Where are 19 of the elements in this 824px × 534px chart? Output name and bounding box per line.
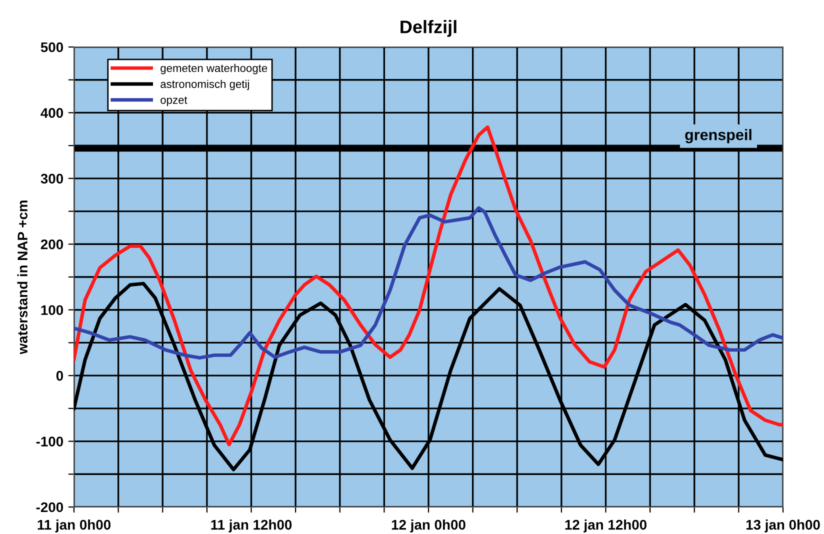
y-axis-title: waterstand in NAP +cm	[17, 200, 28, 354]
y-tick-label: 400	[40, 108, 64, 118]
y-tick-label: 200	[40, 239, 64, 250]
y-tick-label: -200	[36, 502, 64, 512]
x-tick-label: 11 jan 12h00	[211, 520, 292, 532]
chart-title: Delfzijl	[400, 20, 456, 37]
legend-label: gemeten waterhoogte	[160, 64, 268, 74]
legend-label: opzet	[160, 96, 188, 106]
y-tick-label: -100	[36, 436, 64, 446]
x-tick-label: 12 jan 12h00	[565, 520, 646, 532]
legend-label: astronomisch getij	[160, 80, 249, 90]
ref-line-label: grenspeil	[685, 128, 752, 144]
y-tick-label: 300	[40, 174, 64, 184]
x-tick-label: 12 jan 0h00	[392, 520, 466, 532]
y-tick-label: 500	[40, 42, 64, 52]
x-tick-label: 13 jan 0h00	[746, 520, 820, 532]
y-tick-label: 0	[56, 370, 64, 381]
x-tick-label: 11 jan 0h00	[38, 520, 110, 532]
y-tick-label: 100	[41, 305, 64, 316]
